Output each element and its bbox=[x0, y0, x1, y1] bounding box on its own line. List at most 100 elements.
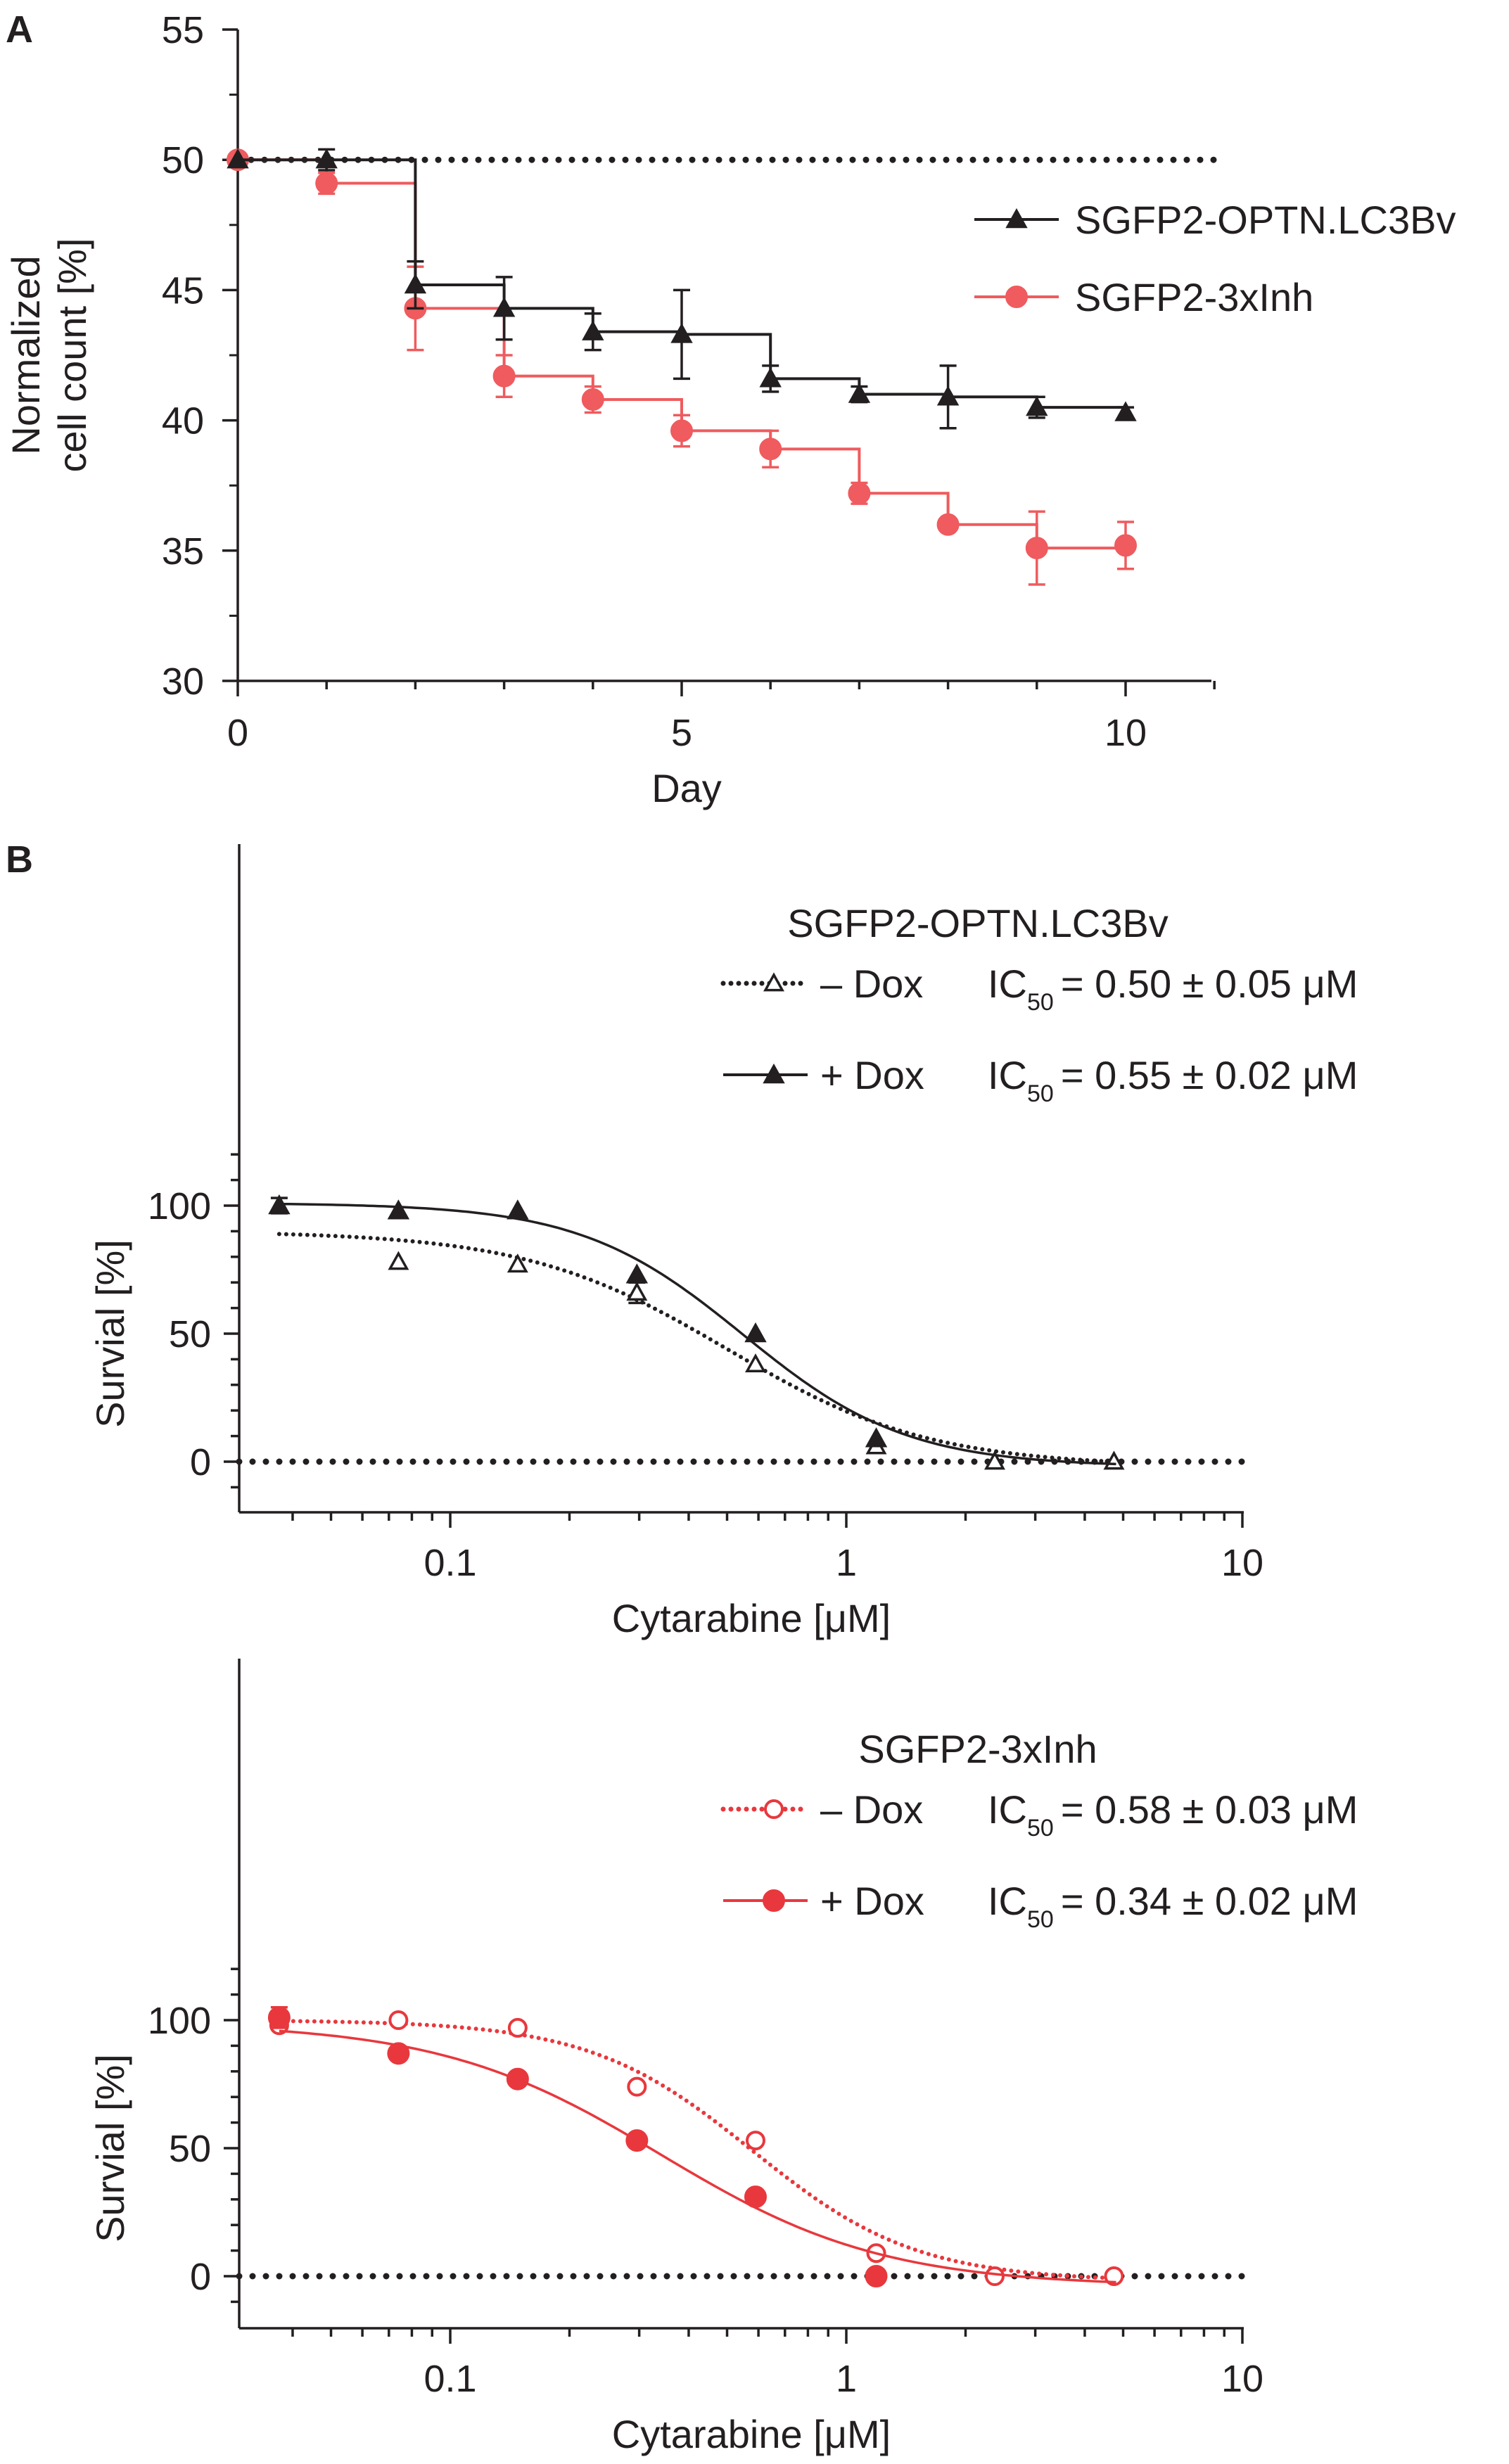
ic50-label: IC bbox=[988, 1787, 1027, 1832]
y-axis-label: Survial [%] bbox=[88, 2054, 132, 2242]
data-point bbox=[848, 383, 871, 403]
legend-marker bbox=[1005, 208, 1028, 229]
x-axis-label: Cytarabine [μM] bbox=[612, 2412, 891, 2456]
data-point bbox=[670, 323, 693, 343]
legend-series-label: – Dox bbox=[820, 962, 923, 1006]
y-tick-label: 55 bbox=[162, 9, 204, 51]
ic50-label: IC bbox=[988, 962, 1027, 1006]
y-tick-label: 50 bbox=[169, 2128, 211, 2170]
x-tick-label: 10 bbox=[1221, 1542, 1263, 1584]
x-tick-label: 0.1 bbox=[424, 2358, 476, 2400]
panel-label-a: A bbox=[6, 8, 33, 51]
data-point bbox=[625, 1263, 649, 1284]
legend-series-label: + Dox bbox=[820, 1879, 924, 1923]
x-axis-label: Cytarabine [μM] bbox=[612, 1596, 891, 1640]
panel-label-b: B bbox=[6, 838, 33, 881]
data-point bbox=[582, 320, 604, 340]
ic50-label: IC bbox=[988, 1879, 1027, 1923]
legend-marker bbox=[763, 1063, 785, 1084]
legend-series-label: + Dox bbox=[820, 1053, 924, 1097]
data-point bbox=[507, 1199, 529, 1220]
step-line bbox=[238, 158, 1127, 413]
data-point bbox=[745, 1353, 766, 1373]
data-point bbox=[1026, 396, 1048, 416]
data-point bbox=[227, 148, 249, 169]
legend-title: SGFP2-3xInh bbox=[858, 1727, 1097, 1771]
data-point bbox=[984, 1450, 1005, 1470]
ic50-subscript: 50 bbox=[1027, 1815, 1054, 1841]
legend-label: SGFP2-OPTN.LC3Bv bbox=[1075, 198, 1456, 242]
y-tick-label: 45 bbox=[162, 269, 204, 312]
data-point bbox=[745, 2131, 765, 2151]
ic50-subscript: 50 bbox=[1027, 1080, 1054, 1107]
data-point bbox=[865, 2265, 888, 2287]
y-tick-label: 35 bbox=[162, 530, 204, 573]
legend: SGFP2-OPTN.LC3Bv– Dox IC50 = 0.50 ± 0.05 μ… bbox=[720, 901, 1358, 1107]
legend-marker bbox=[763, 1889, 785, 1912]
y-axis-label: Normalizedcell count [%] bbox=[4, 238, 94, 472]
panel-b-bottom-chart: 0 50 100 0.1 1 10 Cytarabine [μM] Survial [%] SG… bbox=[88, 1659, 1358, 2456]
y-tick-label: 100 bbox=[148, 2000, 211, 2042]
legend-marker bbox=[1005, 286, 1028, 308]
data-point bbox=[507, 1253, 528, 1273]
x-tick-label: 5 bbox=[671, 712, 692, 754]
ic50-subscript: 50 bbox=[1027, 989, 1054, 1016]
data-point bbox=[268, 1194, 291, 1215]
x-tick-label: 10 bbox=[1104, 712, 1147, 754]
legend-ic50: IC50 = 0.55 ± 0.02 μM bbox=[988, 1053, 1358, 1107]
data-point bbox=[936, 385, 960, 406]
legend-series-label: – Dox bbox=[820, 1787, 923, 1832]
x-tick-label: 0.1 bbox=[424, 1542, 476, 1584]
data-point bbox=[865, 1427, 888, 1448]
data-point bbox=[1114, 534, 1137, 557]
y-tick-label: 50 bbox=[169, 1313, 211, 1355]
data-point bbox=[1025, 537, 1048, 560]
x-tick-label: 1 bbox=[836, 1542, 857, 1584]
ic50-value: = 0.50 ± 0.05 μM bbox=[1061, 962, 1358, 1006]
data-point bbox=[936, 513, 960, 536]
fit-curve bbox=[276, 1232, 1119, 1464]
ic50-value: = 0.34 ± 0.02 μM bbox=[1061, 1879, 1358, 1923]
data-point bbox=[627, 2076, 647, 2097]
data-point bbox=[387, 1199, 410, 1220]
series-plus-dox bbox=[267, 2006, 1116, 2287]
data-point bbox=[581, 388, 604, 411]
data-point bbox=[984, 2266, 1005, 2286]
data-point bbox=[625, 2129, 649, 2152]
data-point bbox=[1104, 2266, 1124, 2286]
legend-marker bbox=[763, 972, 784, 992]
legend-marker bbox=[764, 1799, 784, 1819]
data-point bbox=[388, 1251, 409, 1270]
ic50-value: = 0.58 ± 0.03 μM bbox=[1061, 1787, 1358, 1832]
y-tick-label: 30 bbox=[162, 660, 204, 703]
series-plus-dox bbox=[268, 1194, 1116, 1466]
data-point bbox=[744, 1322, 767, 1343]
data-point bbox=[315, 148, 338, 169]
fit-curve bbox=[276, 2019, 1119, 2280]
x-tick-label: 0 bbox=[227, 712, 248, 754]
fit-curve bbox=[279, 1202, 1116, 1466]
data-point bbox=[492, 364, 516, 388]
x-axis-label: Day bbox=[651, 766, 722, 810]
x-tick-label: 1 bbox=[836, 2358, 857, 2400]
data-point bbox=[507, 2017, 528, 2038]
y-tick-label: 40 bbox=[162, 400, 204, 442]
data-point bbox=[267, 2006, 291, 2029]
y-axis-label-line: Normalized bbox=[4, 255, 48, 454]
ic50-subscript: 50 bbox=[1027, 1906, 1054, 1933]
legend-ic50: IC50 = 0.58 ± 0.03 μM bbox=[988, 1787, 1358, 1841]
legend-label: SGFP2-3xInh bbox=[1075, 275, 1313, 319]
data-point bbox=[626, 1282, 648, 1301]
data-point bbox=[848, 482, 871, 505]
y-tick-label: 0 bbox=[190, 1441, 211, 1483]
y-tick-label: 100 bbox=[148, 1185, 211, 1227]
fit-curve bbox=[279, 2029, 1116, 2284]
data-point bbox=[1114, 401, 1137, 421]
legend-ic50: IC50 = 0.34 ± 0.02 μM bbox=[988, 1879, 1358, 1933]
legend: SGFP2-OPTN.LC3Bv SGFP2-3xInh bbox=[974, 198, 1456, 319]
series-minus-dox bbox=[269, 2010, 1124, 2286]
data-point bbox=[387, 2042, 410, 2065]
y-axis-label-line: cell count [%] bbox=[50, 238, 94, 472]
